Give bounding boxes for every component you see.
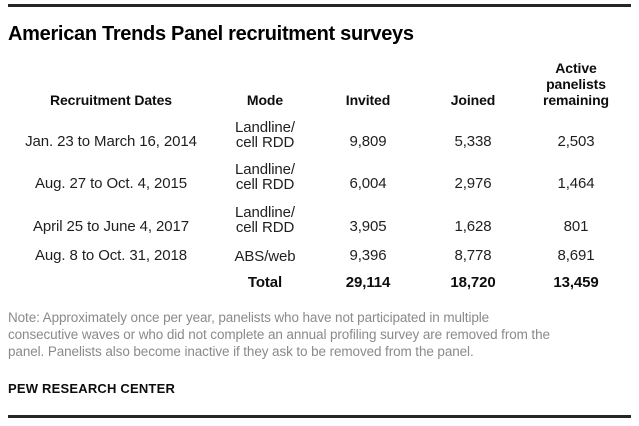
col-header-joined: Joined <box>450 92 496 108</box>
col-header-active-panelists: Active panelists remaining <box>518 56 634 108</box>
cell-active: 8,691 <box>557 247 595 264</box>
recruitment-table: Recruitment Dates Mode Invited Joined Ac… <box>0 56 634 291</box>
cell-dates: Aug. 8 to Oct. 31, 2018 <box>35 247 187 264</box>
mode-line-2: ABS/web <box>234 248 296 265</box>
mode-line-2: cell RDD <box>235 176 295 193</box>
total-invited: 29,114 <box>345 274 391 291</box>
cell-invited: 9,396 <box>349 247 387 264</box>
col-header-invited: Invited <box>345 92 391 108</box>
note-line-3: panel. Panelists also become inactive if… <box>8 344 474 359</box>
header-row: Recruitment Dates Mode Invited Joined Ac… <box>0 56 634 108</box>
total-label: Total <box>247 274 283 291</box>
total-row: Total 29,114 18,720 13,459 <box>0 264 634 291</box>
cell-dates: Jan. 23 to March 16, 2014 <box>25 133 197 150</box>
cell-mode: Landline/ cell RDD <box>222 108 308 150</box>
mode-line-1: Landline/ <box>235 204 295 221</box>
cell-dates-empty <box>0 264 222 291</box>
note-line-1: Note: Approximately once per year, panel… <box>8 310 490 325</box>
cell-dates: Aug. 27 to Oct. 4, 2015 <box>35 175 187 192</box>
cell-joined: 5,338 <box>454 133 492 150</box>
mode-line-2: cell RDD <box>235 134 295 151</box>
mode-line-2: cell RDD <box>235 219 295 236</box>
note-line-2: consecutive waves or who did not complet… <box>8 327 550 342</box>
cell-joined: 2,976 <box>454 175 492 192</box>
cell-active: 2,503 <box>557 133 595 150</box>
table-row-2017: April 25 to June 4, 2017 Landline/ cell … <box>0 192 634 235</box>
cell-active: 1,464 <box>557 175 595 192</box>
cell-invited: 9,809 <box>349 133 387 150</box>
cell-mode: Landline/ cell RDD <box>222 150 308 192</box>
top-rule <box>8 4 631 7</box>
table-row-2014: Jan. 23 to March 16, 2014 Landline/ cell… <box>0 108 634 150</box>
table-row-2015: Aug. 27 to Oct. 4, 2015 Landline/ cell R… <box>0 150 634 192</box>
cell-mode: Landline/ cell RDD <box>222 192 308 235</box>
cell-invited: 3,905 <box>349 218 387 235</box>
cell-joined: 8,778 <box>454 247 492 264</box>
cell-active: 801 <box>563 218 589 235</box>
source-label: PEW RESEARCH CENTER <box>8 381 176 396</box>
mode-line-1: Landline/ <box>235 119 295 136</box>
col-header-mode: Mode <box>246 92 284 108</box>
cell-dates: April 25 to June 4, 2017 <box>32 218 190 235</box>
cell-joined: 1,628 <box>454 218 492 235</box>
note-text: Note: Approximately once per year, panel… <box>8 309 636 360</box>
cell-mode: ABS/web <box>222 235 308 264</box>
col-header-recruitment-dates: Recruitment Dates <box>49 92 172 108</box>
cell-invited: 6,004 <box>349 175 387 192</box>
total-active: 13,459 <box>553 274 599 291</box>
mode-line-1: Landline/ <box>235 161 295 178</box>
col-header-active-panelists-text: Active panelists remaining <box>542 60 609 108</box>
bottom-rule <box>8 415 631 418</box>
table-row-2018: Aug. 8 to Oct. 31, 2018 ABS/web 9,396 8,… <box>0 235 634 264</box>
figure-title: American Trends Panel recruitment survey… <box>8 23 414 45</box>
total-joined: 18,720 <box>450 274 496 291</box>
